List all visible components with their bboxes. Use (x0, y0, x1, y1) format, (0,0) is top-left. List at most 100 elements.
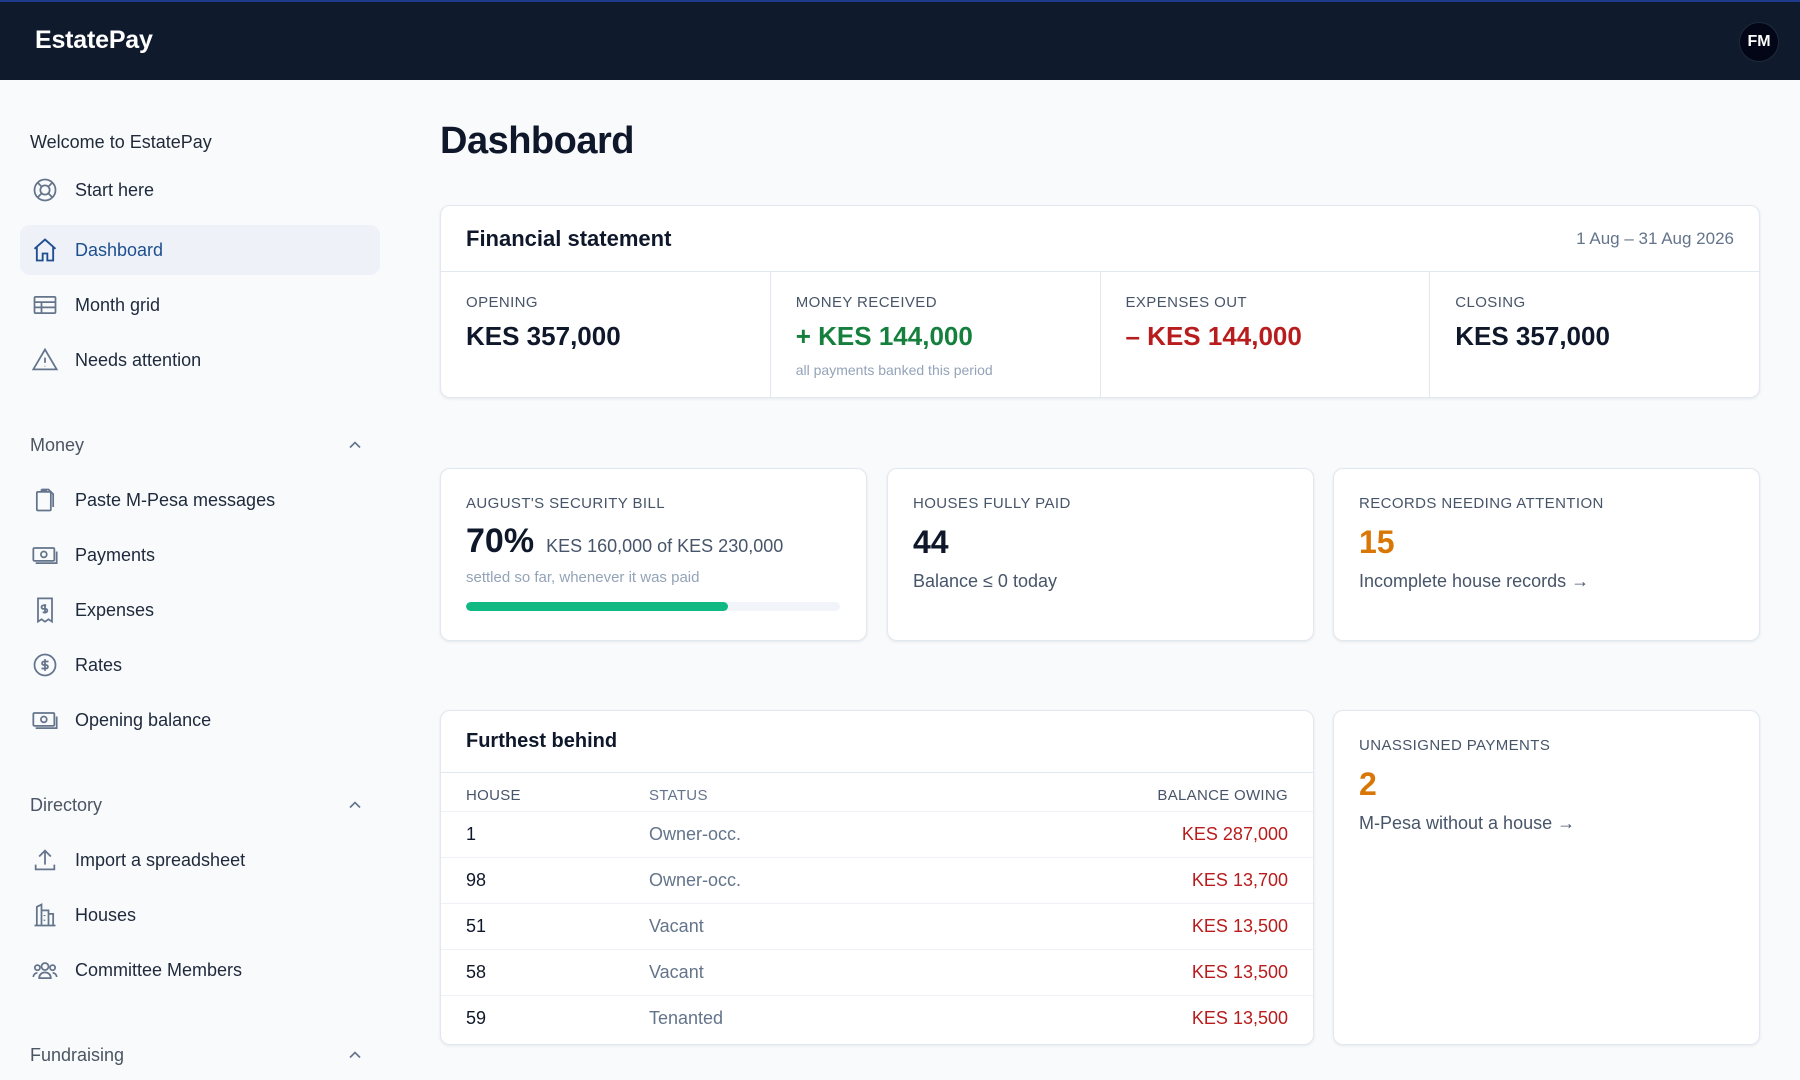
sidebar-item-label: Start here (75, 179, 155, 200)
section-toggle-money[interactable]: Money (30, 430, 370, 460)
opening-column: OPENING KES 357,000 (441, 272, 771, 398)
lifebuoy-icon (30, 175, 60, 205)
sidebar-item-rates[interactable]: Rates (20, 640, 380, 690)
table-header-row: HOUSE STATUS BALANCE OWING (441, 773, 1313, 811)
security-bill-progress-track (466, 602, 840, 611)
sidebar-item-start-here[interactable]: Start here (20, 165, 380, 215)
security-bill-label: AUGUST'S SECURITY BILL (466, 495, 665, 512)
sidebar-item-label: Dashboard (75, 239, 164, 260)
expenses-out-value: – KES 144,000 (1125, 321, 1302, 351)
house-cell: 1 (441, 810, 649, 857)
sidebar-item-month-grid[interactable]: Month grid (20, 280, 380, 330)
expenses-out-column: EXPENSES OUT – KES 144,000 (1101, 272, 1431, 398)
money-received-note: all payments banked this period (795, 362, 993, 378)
status-cell: Vacant (649, 902, 896, 949)
table-row[interactable]: 59 Tenanted KES 13,500 (441, 994, 1313, 1041)
security-bill-percent: 70% (466, 522, 535, 560)
opening-value: KES 357,000 (466, 321, 621, 351)
money-received-column: MONEY RECEIVED + KES 144,000 all payment… (771, 272, 1101, 398)
section-toggle-fundraising[interactable]: Fundraising (30, 1040, 370, 1070)
furthest-behind-title: Furthest behind (441, 711, 1313, 773)
sidebar-item-paste-mpesa[interactable]: Paste M-Pesa messages (20, 475, 380, 525)
security-bill-progress-fill (466, 602, 728, 611)
security-bill-detail: KES 160,000 of KES 230,000 (546, 536, 784, 556)
unassigned-payments-value: 2 (1359, 766, 1377, 802)
expenses-out-label: EXPENSES OUT (1125, 294, 1247, 311)
sidebar-item-label: Paste M-Pesa messages (75, 489, 276, 510)
financial-statement-header: Financial statement 1 Aug – 31 Aug 2026 (441, 206, 1759, 272)
sidebar-item-label: Month grid (75, 294, 161, 315)
status-cell: Owner-occ. (649, 810, 896, 857)
records-attention-label: RECORDS NEEDING ATTENTION (1359, 495, 1604, 512)
chevron-up-icon (349, 801, 361, 809)
clipboard-icon (30, 485, 60, 515)
brand-logo[interactable]: EstatePay (35, 26, 153, 54)
buildings-icon (30, 900, 60, 930)
column-header-status: STATUS (649, 787, 708, 805)
balance-cell: KES 13,500 (895, 948, 1313, 995)
table-row[interactable]: 98 Owner-occ. KES 13,700 (441, 856, 1313, 903)
chevron-up-icon (349, 441, 361, 449)
balance-cell: KES 287,000 (895, 810, 1313, 857)
sidebar-item-label: Payments (75, 544, 156, 565)
sidebar-item-dashboard[interactable]: Dashboard (20, 225, 380, 275)
house-cell: 58 (441, 948, 649, 995)
table-icon (30, 290, 60, 320)
cash-icon (30, 540, 60, 570)
receipt-icon (30, 595, 60, 625)
sidebar: Welcome to EstatePay Start here Dashboar… (0, 80, 390, 1080)
closing-value: KES 357,000 (1455, 321, 1610, 351)
sidebar-item-label: Expenses (75, 599, 155, 620)
security-bill-note: settled so far, whenever it was paid (466, 569, 700, 586)
sidebar-item-label: Needs attention (75, 349, 202, 370)
table-row[interactable]: 1 Owner-occ. KES 287,000 (441, 810, 1313, 857)
houses-fully-paid-card: HOUSES FULLY PAID 44 Balance ≤ 0 today (887, 468, 1314, 641)
mpesa-without-house-link[interactable]: M-Pesa without a house → (1359, 813, 1576, 833)
section-title: Directory (30, 794, 103, 815)
sidebar-item-import-spreadsheet[interactable]: Import a spreadsheet (20, 835, 380, 885)
house-cell: 98 (441, 856, 649, 903)
money-received-label: MONEY RECEIVED (795, 294, 937, 311)
financial-statement-title: Financial statement (466, 225, 672, 251)
sidebar-item-opening-balance[interactable]: Opening balance (20, 695, 380, 745)
closing-label: CLOSING (1455, 294, 1526, 311)
sidebar-item-needs-attention[interactable]: Needs attention (20, 335, 380, 385)
column-header-balance: BALANCE OWING (1157, 787, 1288, 805)
status-cell: Owner-occ. (649, 856, 896, 903)
table-row[interactable]: 51 Vacant KES 13,500 (441, 902, 1313, 949)
sidebar-item-payments[interactable]: Payments (20, 530, 380, 580)
houses-paid-label: HOUSES FULLY PAID (913, 495, 1071, 512)
records-attention-card[interactable]: RECORDS NEEDING ATTENTION 15 Incomplete … (1333, 468, 1760, 641)
sidebar-item-label: Opening balance (75, 709, 212, 730)
balance-cell: KES 13,500 (895, 902, 1313, 949)
sidebar-item-expenses[interactable]: Expenses (20, 585, 380, 635)
sidebar-item-houses[interactable]: Houses (20, 890, 380, 940)
closing-column: CLOSING KES 357,000 (1430, 272, 1759, 398)
sidebar-item-label: Houses (75, 904, 137, 925)
section-toggle-directory[interactable]: Directory (30, 790, 370, 820)
house-cell: 59 (441, 994, 649, 1041)
top-bar: EstatePay FM (0, 0, 1800, 80)
cash-icon (30, 705, 60, 735)
status-cell: Tenanted (649, 994, 896, 1041)
warning-icon (30, 345, 60, 375)
houses-paid-value: 44 (913, 524, 949, 560)
unassigned-payments-card[interactable]: UNASSIGNED PAYMENTS 2 M-Pesa without a h… (1333, 710, 1760, 1045)
dollar-icon (30, 650, 60, 680)
home-icon (30, 235, 60, 265)
column-header-house: HOUSE (466, 787, 521, 805)
sidebar-item-committee-members[interactable]: Committee Members (20, 945, 380, 995)
upload-icon (30, 845, 60, 875)
table-row[interactable]: 58 Vacant KES 13,500 (441, 948, 1313, 995)
sidebar-welcome-label: Welcome to EstatePay (30, 132, 212, 152)
furthest-behind-card: Furthest behind HOUSE STATUS BALANCE OWI… (440, 710, 1314, 1045)
users-icon (30, 955, 60, 985)
money-received-value: + KES 144,000 (795, 321, 973, 351)
sidebar-item-label: Rates (75, 654, 123, 675)
balance-cell: KES 13,500 (895, 994, 1313, 1041)
house-cell: 51 (441, 902, 649, 949)
balance-cell: KES 13,700 (895, 856, 1313, 903)
incomplete-records-link[interactable]: Incomplete house records → (1359, 571, 1590, 591)
houses-paid-sub: Balance ≤ 0 today (913, 571, 1057, 591)
user-avatar[interactable]: FM (1739, 22, 1779, 62)
